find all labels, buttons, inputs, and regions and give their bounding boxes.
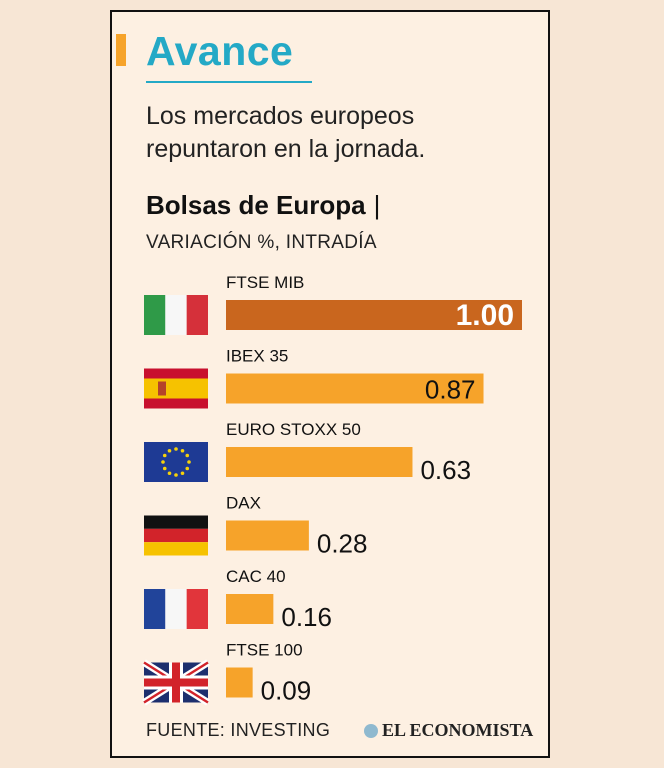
page-subtitle: Los mercados europeos repuntaron en la j…: [146, 102, 426, 163]
bar-category-label: FTSE MIB: [226, 273, 304, 292]
bar: [226, 667, 253, 698]
bar-category-label: FTSE 100: [226, 641, 303, 660]
flag-stripe: [144, 378, 208, 399]
flag-stripe: [165, 295, 187, 335]
flag-stripe: [165, 589, 187, 629]
bar-category-label: CAC 40: [226, 567, 286, 586]
uk-flag-icon: [142, 659, 210, 706]
flag-stripe: [186, 589, 208, 629]
brand-globe-icon: [364, 723, 378, 738]
flag-stripe: [144, 515, 208, 529]
germany-flag-icon: [144, 515, 208, 556]
bar-category-label: EURO STOXX 50: [226, 420, 361, 439]
flag-stripe: [144, 542, 208, 556]
bar: [226, 520, 309, 551]
brand-name: EL ECONOMISTA: [382, 720, 534, 740]
title-marker: [116, 34, 126, 66]
flag-stripe: [144, 589, 166, 629]
flag-star: [162, 453, 167, 458]
flag-star: [180, 471, 185, 476]
flag-star: [174, 473, 178, 477]
bar-value-label: 0.28: [317, 529, 368, 559]
bar-category-label: DAX: [226, 494, 261, 513]
bar: [226, 373, 484, 404]
bar-value-label: 1.00: [456, 299, 514, 332]
flag-star: [180, 448, 185, 453]
spain-flag-icon: [144, 368, 208, 409]
flag-star: [187, 460, 191, 464]
bar: [226, 300, 522, 330]
bar-chart: FTSE MIB 1.00 IBEX 35 0.87 EURO STOXX 50 0.63…: [142, 273, 522, 706]
flag-star: [185, 466, 190, 471]
infographic-card: Avance Los mercados europeos repuntaron …: [110, 10, 550, 758]
title-underline: [146, 81, 312, 83]
flag-star: [161, 460, 165, 464]
flag-star: [185, 453, 190, 458]
flag-star: [162, 466, 167, 471]
bar-value-label: 0.87: [425, 375, 476, 405]
eu-flag-icon: [144, 442, 208, 482]
chart-title-text: Bolsas de Europa: [146, 190, 366, 220]
bar-category-label: IBEX 35: [226, 347, 288, 366]
source-note: FUENTE: INVESTING: [146, 720, 331, 740]
brand-logo: EL ECONOMISTA: [364, 720, 533, 741]
flag-star: [167, 448, 172, 453]
flag-cross-red: [144, 678, 208, 687]
flag-emblem: [158, 381, 166, 396]
bar-value-label: 0.16: [281, 602, 332, 632]
chart-title-separator: |: [373, 190, 381, 220]
flag-stripe: [144, 528, 208, 543]
page-title: Avance: [146, 28, 294, 74]
chart-title: Bolsas de Europa |: [146, 190, 380, 221]
flag-stripe: [186, 295, 208, 335]
flag-star: [167, 471, 172, 476]
bar-value-label: 0.63: [420, 455, 471, 485]
flag-star: [174, 447, 178, 451]
italy-flag-icon: [144, 295, 208, 335]
france-flag-icon: [144, 589, 208, 629]
chart-subtitle: VARIACIÓN %, INTRADÍA: [146, 232, 377, 253]
bar: [226, 447, 413, 477]
flag-stripe: [144, 295, 166, 335]
bar-value-label: 0.09: [261, 676, 312, 706]
bar: [226, 594, 274, 624]
